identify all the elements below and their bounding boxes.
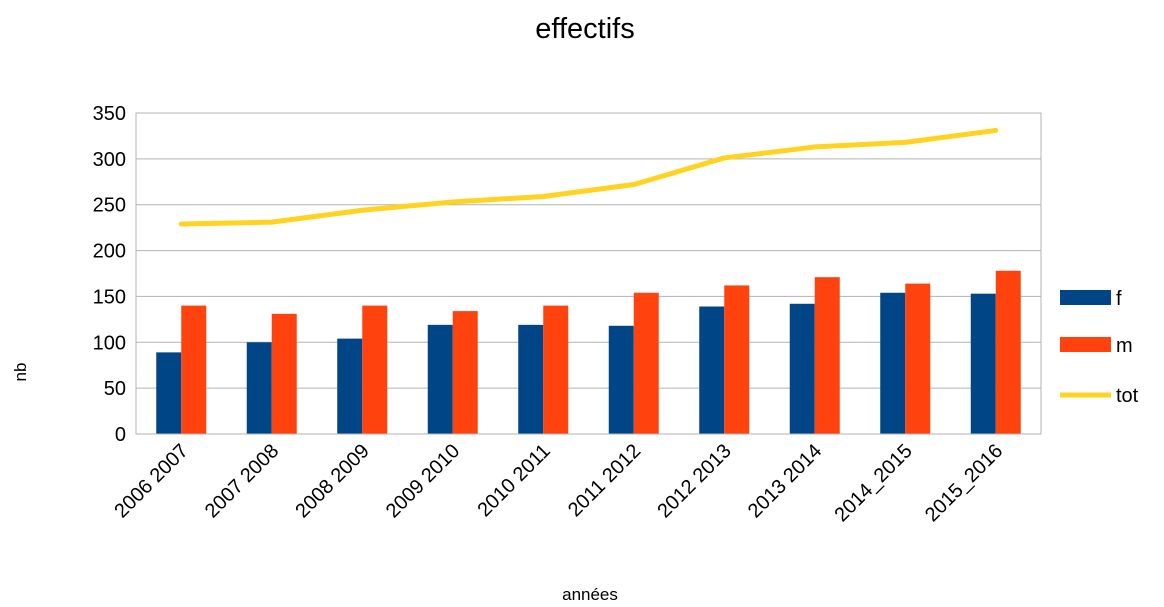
y-tick-label: 0 (115, 424, 126, 446)
x-tick-labels: 2006 2007 2007 2008 2008 2009 2009 2010 2010… (110, 440, 1007, 526)
y-tick-labels: 0 50 100 150 200 250 300 350 (93, 103, 126, 446)
x-tick-label: 2007 2008 (201, 440, 283, 522)
bar-m (995, 270, 1021, 434)
bar-m (181, 305, 207, 434)
line-tot (178, 127, 999, 227)
x-tick-label: 2008 2009 (291, 440, 373, 522)
x-tick-label: 2014_2015 (830, 440, 916, 526)
bar-f (427, 324, 453, 434)
y-tick-label: 350 (93, 103, 126, 125)
y-tick-label: 150 (93, 286, 126, 308)
x-tick-label: 2015_2016 (921, 440, 1007, 526)
bar-m (633, 292, 659, 434)
legend-label-m: m (1116, 335, 1133, 357)
legend-swatch-m (1060, 337, 1111, 352)
x-tick-label: 2009 2010 (382, 440, 464, 522)
x-tick-label: 2010 2011 (473, 440, 554, 521)
bar-m (905, 283, 931, 434)
x-axis-label: années (562, 585, 618, 604)
bar-f (608, 325, 634, 434)
bar-f (880, 292, 906, 434)
x-tick-label: 2012 2013 (653, 440, 735, 522)
y-tick-label: 250 (93, 195, 126, 217)
y-tick-label: 300 (93, 149, 126, 171)
x-tick-label: 2011 2012 (564, 440, 645, 521)
bar-f (789, 303, 815, 434)
legend-swatch-f (1060, 290, 1111, 305)
bar-m (724, 285, 750, 434)
bar-m (543, 305, 569, 434)
bar-m (271, 313, 297, 434)
x-tick-label: 2006 2007 (110, 440, 192, 522)
legend-label-tot: tot (1116, 385, 1139, 407)
bar-f (246, 342, 272, 434)
x-tick-label: 2013 2014 (744, 440, 826, 522)
bars (156, 270, 1021, 434)
bar-m (814, 277, 840, 434)
y-tick-label: 100 (93, 332, 126, 354)
legend-label-f: f (1116, 288, 1122, 310)
plot-frame (135, 112, 1042, 435)
line-series (178, 127, 999, 227)
y-tick-label: 50 (104, 378, 126, 400)
bar-m (362, 305, 388, 434)
chart-title: effectifs (535, 13, 634, 45)
bar-f (337, 338, 363, 434)
legend: f m tot (1060, 288, 1139, 407)
y-tick-label: 200 (93, 241, 126, 263)
bar-f (970, 293, 996, 434)
bar-f (699, 306, 725, 434)
bar-f (518, 324, 544, 434)
y-axis-label: nb (11, 363, 30, 382)
bar-m (452, 311, 478, 434)
bar-f (156, 352, 182, 434)
